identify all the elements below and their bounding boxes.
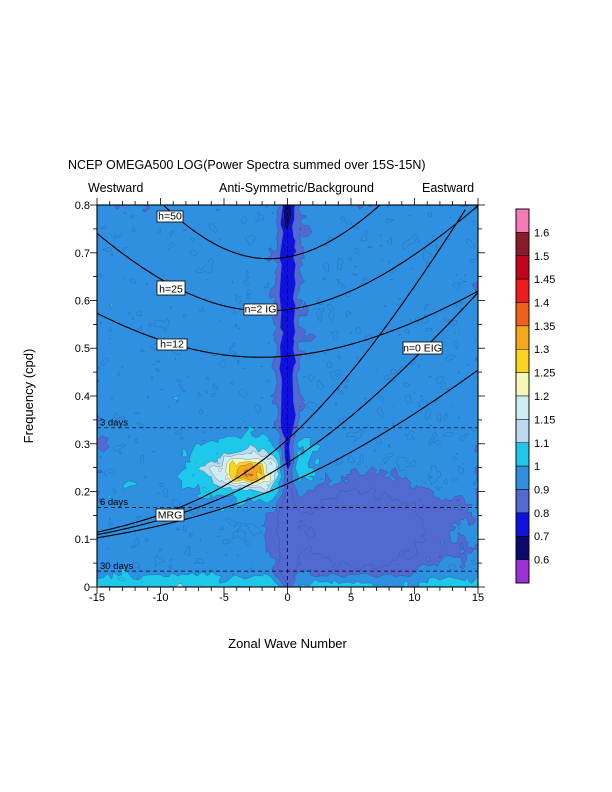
svg-text:0.6: 0.6 xyxy=(534,555,549,567)
svg-text:0.7: 0.7 xyxy=(534,531,549,543)
svg-text:Zonal Wave Number: Zonal Wave Number xyxy=(228,636,347,651)
svg-text:h=50: h=50 xyxy=(158,211,182,223)
svg-text:1.1: 1.1 xyxy=(534,438,549,450)
svg-text:n=0 EIG: n=0 EIG xyxy=(403,343,442,355)
svg-text:0.8: 0.8 xyxy=(534,508,549,520)
svg-text:15: 15 xyxy=(472,592,484,604)
svg-text:0.6: 0.6 xyxy=(75,296,90,308)
svg-text:0.3: 0.3 xyxy=(75,439,90,451)
svg-text:MRG: MRG xyxy=(158,510,183,522)
svg-text:n=2 IG: n=2 IG xyxy=(245,304,277,316)
svg-text:1.6: 1.6 xyxy=(534,227,549,239)
svg-text:0: 0 xyxy=(284,592,290,604)
svg-text:0.5: 0.5 xyxy=(75,343,90,355)
svg-text:Frequency (cpd): Frequency (cpd) xyxy=(21,349,36,444)
svg-text:1.15: 1.15 xyxy=(534,414,555,426)
svg-text:0.9: 0.9 xyxy=(534,485,549,497)
svg-text:1.5: 1.5 xyxy=(534,251,549,263)
svg-text:30 days: 30 days xyxy=(100,561,134,572)
svg-text:1.2: 1.2 xyxy=(534,391,549,403)
svg-text:6 days: 6 days xyxy=(100,497,128,508)
svg-text:1.25: 1.25 xyxy=(534,368,555,380)
svg-text:0.2: 0.2 xyxy=(75,487,90,499)
svg-text:1.35: 1.35 xyxy=(534,321,555,333)
svg-text:Anti-Symmetric/Background: Anti-Symmetric/Background xyxy=(219,181,374,195)
svg-text:0.8: 0.8 xyxy=(75,200,90,212)
svg-text:0: 0 xyxy=(84,582,90,594)
svg-text:10: 10 xyxy=(408,592,420,604)
svg-text:-5: -5 xyxy=(219,592,229,604)
svg-text:1.45: 1.45 xyxy=(534,274,555,286)
svg-text:NCEP OMEGA500 LOG(Power Spectr: NCEP OMEGA500 LOG(Power Spectra summed o… xyxy=(68,158,426,172)
svg-text:1: 1 xyxy=(534,461,540,473)
svg-text:0.7: 0.7 xyxy=(75,248,90,260)
svg-text:3 days: 3 days xyxy=(100,418,128,429)
svg-text:-10: -10 xyxy=(153,592,169,604)
svg-text:h=12: h=12 xyxy=(160,339,184,351)
svg-text:-15: -15 xyxy=(89,592,105,604)
svg-text:0.4: 0.4 xyxy=(75,391,90,403)
svg-text:Westward: Westward xyxy=(88,181,143,195)
svg-text:1.4: 1.4 xyxy=(534,298,549,310)
svg-text:1.3: 1.3 xyxy=(534,344,549,356)
svg-text:h=25: h=25 xyxy=(159,284,183,296)
svg-text:0.1: 0.1 xyxy=(75,534,90,546)
svg-text:5: 5 xyxy=(348,592,354,604)
svg-text:Eastward: Eastward xyxy=(422,181,474,195)
